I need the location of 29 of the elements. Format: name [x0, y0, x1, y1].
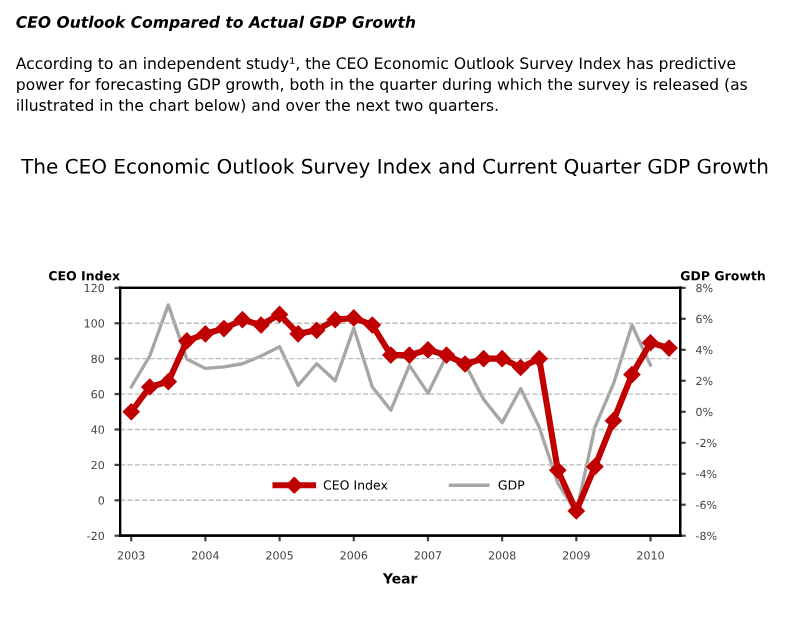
point [141, 378, 159, 396]
point [438, 346, 455, 364]
point [642, 334, 659, 351]
point [178, 332, 196, 350]
point [512, 359, 529, 376]
point [475, 350, 492, 367]
point [160, 373, 177, 390]
point [271, 306, 288, 323]
point [234, 311, 251, 328]
chart-title: The CEO Economic Outlook Survey Index and Current Quarter GDP Growth [21, 158, 768, 178]
point [456, 355, 474, 373]
point [364, 316, 381, 334]
point [586, 458, 604, 475]
point [326, 311, 344, 328]
point [122, 403, 140, 421]
point [308, 322, 325, 339]
point [549, 461, 567, 479]
point [401, 346, 418, 364]
point [605, 412, 622, 429]
point [289, 325, 307, 343]
point [345, 309, 363, 327]
point [419, 341, 437, 359]
point [530, 350, 548, 367]
point [252, 316, 270, 334]
point [215, 320, 233, 337]
point [197, 325, 214, 343]
point [568, 502, 585, 520]
point [623, 366, 641, 383]
point [660, 339, 678, 357]
